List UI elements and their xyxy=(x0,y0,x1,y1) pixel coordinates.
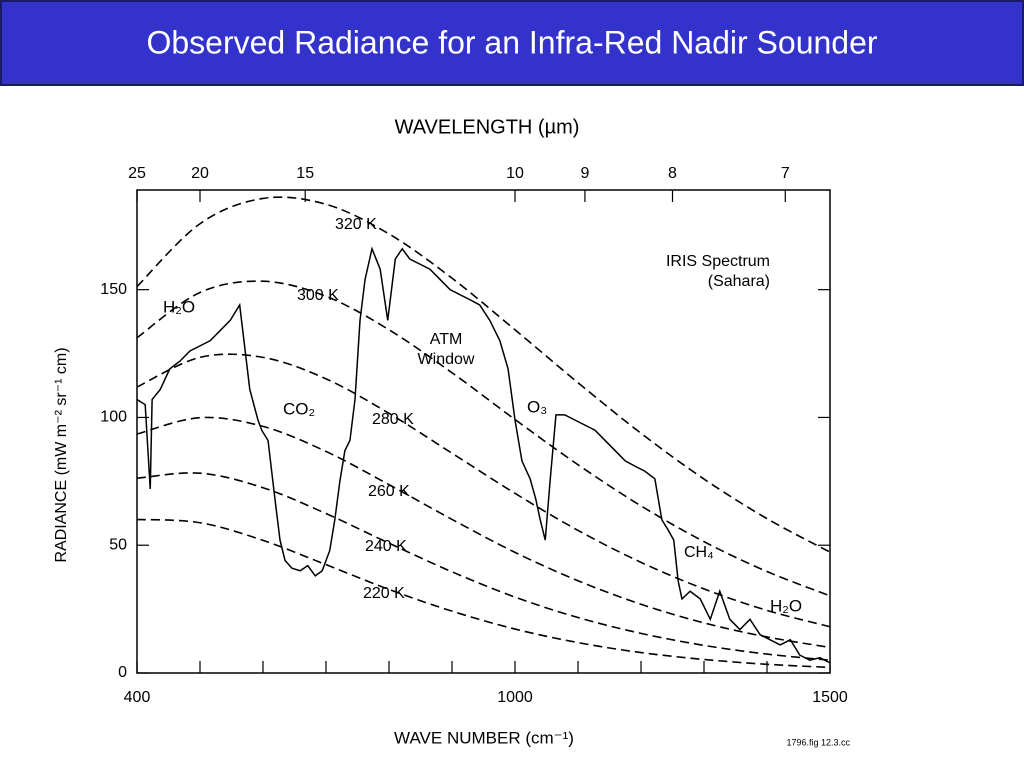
planck-curve xyxy=(136,472,831,662)
annotation: H₂O xyxy=(163,297,195,316)
spectrum-line xyxy=(136,246,831,664)
x2-axis-label: WAVELENGTH (µm) xyxy=(395,116,580,138)
series-label: 260 K xyxy=(368,483,410,500)
annotation: O₃ xyxy=(527,397,547,416)
x2-tick-label: 25 xyxy=(128,165,146,182)
annotation: CH₄ xyxy=(684,544,714,561)
x-axis-label: WAVE NUMBER (cm⁻¹) xyxy=(394,728,574,747)
x2-tick-label: 7 xyxy=(781,165,790,182)
planck-curve xyxy=(136,280,831,597)
series-label: 320 K xyxy=(335,216,377,233)
planck-curve xyxy=(136,196,831,553)
planck-curve xyxy=(136,416,831,649)
y-tick-label: 0 xyxy=(118,664,127,681)
series-label: 220 K xyxy=(363,585,405,602)
x2-tick-label: 8 xyxy=(668,165,677,182)
x2-tick-label: 10 xyxy=(506,165,524,182)
y-tick-label: 100 xyxy=(100,409,127,426)
series-label: 300 K xyxy=(297,287,339,304)
annotation: (Sahara) xyxy=(708,273,770,290)
x-tick-label: 400 xyxy=(124,689,151,706)
planck-curve xyxy=(136,353,831,628)
x2-tick-label: 15 xyxy=(296,165,314,182)
y-tick-label: 50 xyxy=(109,536,127,553)
y-tick-label: 150 xyxy=(100,281,127,298)
slide-title: Observed Radiance for an Infra-Red Nadir… xyxy=(146,24,877,60)
series-label: 280 K xyxy=(372,411,414,428)
x-tick-label: 1500 xyxy=(812,689,848,706)
series-label: IRIS Spectrum xyxy=(666,253,770,270)
x2-tick-label: 9 xyxy=(580,165,589,182)
planck-curve xyxy=(136,518,831,669)
title-bar xyxy=(0,0,1024,86)
series-label: 240 K xyxy=(365,538,407,555)
x2-tick-label: 20 xyxy=(191,165,209,182)
plot-frame xyxy=(136,189,831,674)
annotation: 1796.fig 12.3.cc xyxy=(786,737,850,747)
annotation: Window xyxy=(418,351,475,368)
annotation: ATM xyxy=(430,331,463,348)
annotation: CO₂ xyxy=(283,399,315,418)
y-axis-label: RADIANCE (mW m⁻² sr⁻¹ cm) xyxy=(53,347,70,562)
annotation: H₂O xyxy=(770,596,802,615)
x-tick-label: 1000 xyxy=(497,689,533,706)
